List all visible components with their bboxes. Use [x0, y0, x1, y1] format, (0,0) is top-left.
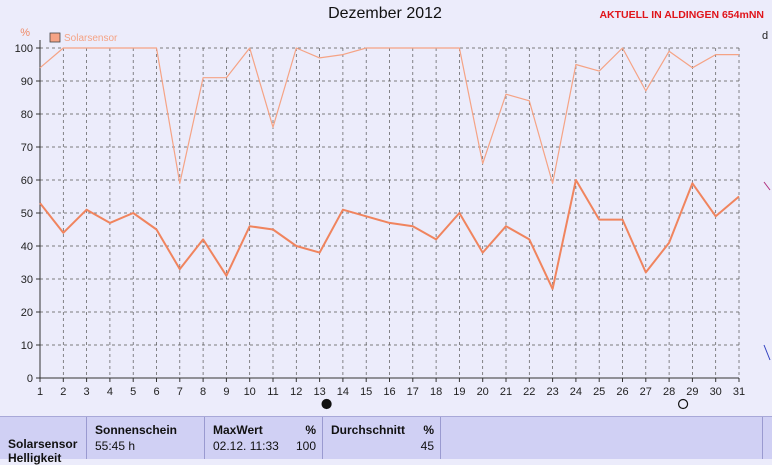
- y-tick-label: 30: [21, 274, 33, 286]
- x-tick-label: 26: [616, 386, 628, 398]
- y-tick-label: 60: [21, 175, 33, 187]
- x-tick-label: 6: [153, 386, 159, 398]
- avg-label: Durchschnitt: [331, 423, 406, 437]
- x-tick-label: 22: [523, 386, 535, 398]
- x-tick-label: 1: [37, 386, 43, 398]
- x-tick-label: 29: [686, 386, 698, 398]
- moon-markers: [321, 398, 689, 410]
- y-tick-label: 40: [21, 241, 33, 253]
- x-tick-label: 21: [500, 386, 512, 398]
- y-tick-label: 50: [21, 208, 33, 220]
- station-link[interactable]: AKTUELL IN ALDINGEN 654mNN: [599, 9, 764, 21]
- y-tick-label: 80: [21, 109, 33, 121]
- y-tick-label: 100: [15, 43, 33, 55]
- x-tick-label: 15: [360, 386, 372, 398]
- legend-label: Solarsensor: [64, 33, 118, 44]
- full-moon-marker: [677, 398, 689, 410]
- x-tick-label: 17: [407, 386, 419, 398]
- series-line-avg: [39, 179, 740, 290]
- x-tick-label: 30: [710, 386, 722, 398]
- sunshine-label: Sonnenschein: [95, 423, 178, 437]
- x-tick-label: 23: [546, 386, 558, 398]
- x-tick-label: 7: [177, 386, 183, 398]
- y-tick-label: 0: [27, 373, 33, 385]
- avg-cell: Durchschnitt % 45: [323, 417, 440, 459]
- x-tick-label: 28: [663, 386, 675, 398]
- right-panel-marks: [763, 181, 771, 361]
- x-tick-label: 11: [267, 386, 278, 398]
- x-tick-label: 3: [84, 386, 90, 398]
- y-tick-label: 20: [21, 307, 33, 319]
- x-tick-label: 14: [337, 386, 349, 398]
- x-tick-label: 16: [383, 386, 395, 398]
- max-cell: MaxWert % 02.12. 11:33 100: [205, 417, 322, 459]
- x-tick-label: 19: [453, 386, 465, 398]
- x-tick-label: 4: [107, 386, 113, 398]
- x-tick-label: 10: [244, 386, 256, 398]
- avg-value: 45: [420, 439, 434, 453]
- series-lines: [39, 47, 740, 290]
- x-tick-label: 18: [430, 386, 442, 398]
- y-tick-label: 90: [21, 76, 33, 88]
- x-tick-label: 20: [477, 386, 489, 398]
- x-tick-label: 8: [200, 386, 206, 398]
- right-panel-edge-label: d: [762, 30, 769, 42]
- max-time: 02.12. 11:33: [213, 439, 279, 453]
- x-tick-label: 2: [60, 386, 66, 398]
- x-tick-label: 9: [223, 386, 229, 398]
- legend: Solarsensor: [49, 32, 118, 44]
- x-tick-label: 5: [130, 386, 136, 398]
- max-label: MaxWert: [213, 423, 263, 437]
- x-tick-label: 27: [640, 386, 652, 398]
- legend-swatch: [49, 32, 61, 43]
- x-tick-label: 12: [290, 386, 302, 398]
- stats-panel: Solarsensor Helligkeit Sonnenschein 55:4…: [0, 416, 772, 465]
- grid: [40, 47, 740, 379]
- sunshine-value: 55:45 h: [95, 439, 136, 453]
- max-value: 100: [295, 439, 316, 453]
- y-axis-unit-label: %: [20, 27, 30, 39]
- x-tick-label: 31: [733, 386, 745, 398]
- y-axis: 0 10 20 30 40 50 60 70 80 90 100%: [15, 27, 41, 385]
- new-moon-marker: [321, 398, 332, 410]
- avg-unit: %: [423, 423, 434, 437]
- x-axis: 1 2 3 4 5 6 7 8 9 10 11 12 13 14 15 16 17 18 19 20 21 22 23 24 2…: [37, 377, 745, 398]
- row-label: Solarsensor: [8, 437, 78, 451]
- page-title: Dezember 2012: [328, 5, 442, 22]
- x-tick-label: 24: [570, 386, 582, 398]
- sunshine-cell: Sonnenschein 55:45 h: [87, 417, 204, 459]
- max-unit: %: [305, 423, 316, 437]
- y-tick-label: 10: [21, 340, 33, 352]
- x-tick-label: 25: [593, 386, 605, 398]
- series-line-max: [39, 47, 739, 184]
- stats-row-label-cell: Solarsensor Helligkeit: [0, 417, 86, 465]
- x-tick-label: 13: [313, 386, 325, 398]
- y-tick-label: 70: [21, 142, 33, 154]
- row-label-2: Helligkeit: [8, 451, 62, 465]
